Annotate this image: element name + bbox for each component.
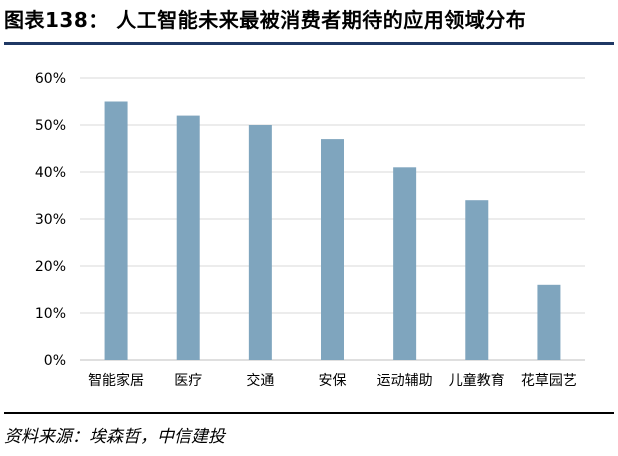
bar bbox=[393, 167, 417, 360]
bar bbox=[176, 115, 200, 360]
bar bbox=[104, 101, 128, 360]
x-tick-label: 交通 bbox=[246, 372, 274, 389]
bar bbox=[248, 125, 272, 360]
footer-divider bbox=[4, 412, 614, 414]
bar bbox=[321, 139, 344, 360]
x-tick-label: 智能家居 bbox=[88, 372, 144, 389]
y-tick-label: 0% bbox=[44, 353, 66, 369]
x-tick-label: 运动辅助 bbox=[377, 373, 433, 389]
y-tick-label: 50% bbox=[35, 118, 66, 134]
x-tick-label: 花草园艺 bbox=[521, 373, 577, 389]
x-axis-ticks: 智能家居 医疗 交通 安保 运动辅助 儿童教育 花草园艺 bbox=[88, 372, 577, 389]
chart-title: 图表138： 人工智能未来最被消费者期待的应用领域分布 bbox=[4, 8, 527, 32]
x-tick-label: 儿童教育 bbox=[449, 372, 505, 389]
bar bbox=[465, 200, 489, 360]
y-axis-ticks: 0% 10% 20% 30% 40% 50% 60% bbox=[35, 71, 66, 369]
bar bbox=[537, 284, 561, 360]
x-tick-label: 安保 bbox=[319, 373, 347, 389]
bars bbox=[104, 101, 561, 360]
y-tick-label: 60% bbox=[35, 71, 66, 87]
title-divider bbox=[4, 42, 614, 45]
source-note: 资料来源：埃森哲，中信建投 bbox=[4, 427, 225, 447]
bar-chart: 0% 10% 20% 30% 40% 50% 60% 智能家居 医疗 交通 安保 运动辅助 儿童教育花… bbox=[35, 71, 585, 389]
x-tick-label: 医疗 bbox=[174, 373, 202, 389]
y-tick-label: 40% bbox=[35, 165, 66, 181]
y-tick-label: 10% bbox=[35, 306, 66, 322]
y-tick-label: 30% bbox=[35, 212, 66, 228]
y-tick-label: 20% bbox=[35, 259, 66, 275]
